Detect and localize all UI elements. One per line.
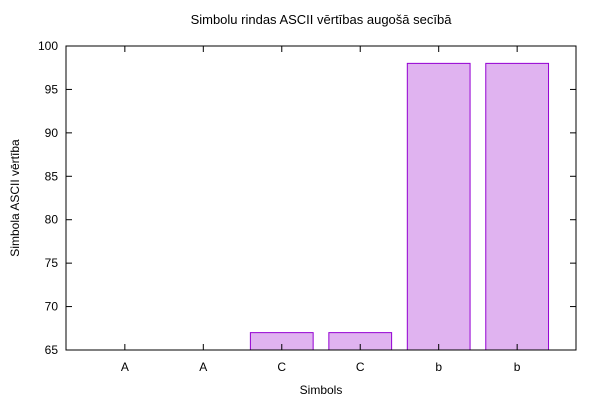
x-tick-label: A: [121, 360, 129, 374]
y-tick-label: 70: [45, 300, 59, 314]
y-axis-label: Simbola ASCII vērtība: [8, 139, 22, 257]
chart-title: Simbolu rindas ASCII vērtības augošā sec…: [191, 12, 453, 27]
bars-group: [249, 62, 550, 351]
x-tick-label: b: [435, 360, 442, 374]
y-tick-label: 100: [38, 39, 58, 53]
y-tick-label: 85: [45, 169, 59, 183]
y-tick-label: 75: [45, 256, 59, 270]
x-tick-label: C: [356, 360, 365, 374]
x-axis-label: Simbols: [300, 383, 343, 397]
plot-frame: [65, 45, 577, 351]
x-tick-label: C: [277, 360, 286, 374]
x-tick-label: b: [514, 360, 521, 374]
y-tick-label: 95: [45, 82, 59, 96]
y-ticks-group: 65 70 75 80 85 90 95 100: [38, 39, 576, 357]
y-tick-label: 65: [45, 343, 59, 357]
y-tick-label: 90: [45, 126, 59, 140]
bar-6: [485, 62, 550, 351]
y-tick-label: 80: [45, 213, 59, 227]
bar-5: [406, 62, 471, 351]
x-tick-label: A: [199, 360, 207, 374]
